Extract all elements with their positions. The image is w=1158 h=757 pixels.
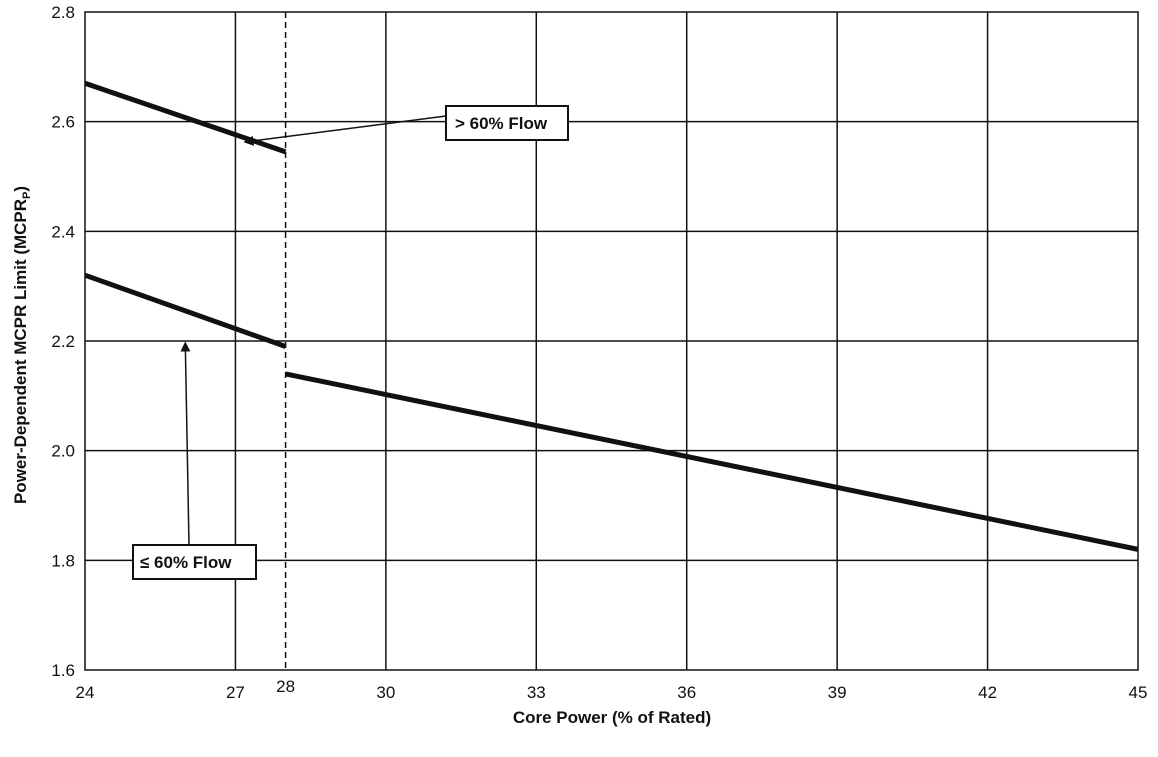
y-tick-labels: 1.6 1.8 2.0 2.2 2.4 2.6 2.8 [51,3,75,680]
x-tick-label: 36 [677,683,696,702]
callout-box-below-60-flow [132,544,257,580]
x-tick-label: 30 [376,683,395,702]
x-tick-label: 42 [978,683,997,702]
y-tick-label: 2.2 [51,332,75,351]
callout-box-above-60-flow [445,105,569,141]
y-tick-label: 2.0 [51,442,75,461]
x-tick-label: 28 [276,677,295,696]
x-tick-label: 45 [1129,683,1148,702]
x-tick-label: 27 [226,683,245,702]
x-tick-label: 39 [828,683,847,702]
y-tick-label: 1.8 [51,551,75,570]
y-axis-title: Power-Dependent MCPR Limit (MCPRP) [11,186,33,504]
series-line-2 [84,272,287,349]
y-axis-title-main: Power-Dependent MCPR Limit (MCPR [11,199,30,504]
y-axis-title-subscript: P [21,192,33,199]
x-tick-label: 33 [527,683,546,702]
callout-arrow-below-60-flow [180,341,191,546]
callout-label-above-60-flow: > 60% Flow [455,114,548,133]
x-tick-label: 24 [76,683,95,702]
callout-above-60-flow: > 60% Flow [243,105,569,146]
y-tick-label: 1.6 [51,661,75,680]
y-tick-label: 2.4 [51,222,75,241]
plot-frame [84,11,1139,671]
callout-label-below-60-flow: ≤ 60% Flow [140,553,232,572]
y-axis-title-close: ) [11,186,30,192]
x-axis-title: Core Power (% of Rated) [513,708,711,727]
y-tick-label: 2.6 [51,113,75,132]
x-tick-labels: 24 27 28 30 33 36 39 42 45 [76,677,1148,702]
series-line-3 [285,371,1139,552]
callout-arrow-above-60-flow [243,115,447,146]
horizontal-gridlines [85,120,1138,562]
callout-below-60-flow: ≤ 60% Flow [132,341,257,580]
y-tick-label: 2.8 [51,3,75,22]
